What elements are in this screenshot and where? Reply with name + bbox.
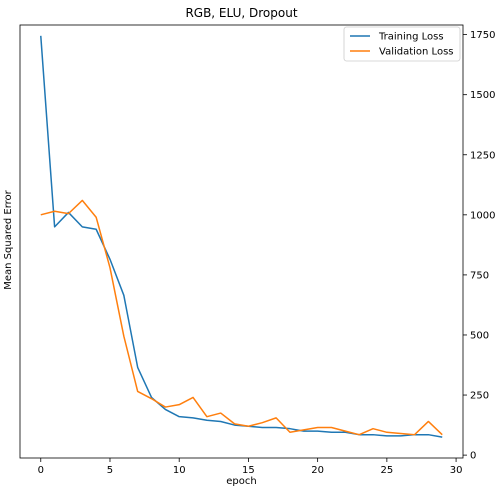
legend-label: Training Loss xyxy=(378,32,444,43)
legend-label: Validation Loss xyxy=(379,47,454,58)
x-tick-label: 20 xyxy=(311,465,324,476)
y-tick-label: 1250 xyxy=(470,150,495,161)
y-tick-label: 1000 xyxy=(470,210,495,221)
plot-area xyxy=(19,24,464,459)
plot-frame xyxy=(19,24,464,459)
y-axis: 0 250 500 750 1000 1250 1500 1750 xyxy=(463,30,495,462)
x-axis: 0 5 10 15 20 25 30 xyxy=(38,458,463,476)
series-line-validation-loss xyxy=(40,199,443,436)
y-tick-label: 250 xyxy=(470,391,489,402)
legend: Training Loss Validation Loss xyxy=(343,26,461,62)
series-layer xyxy=(40,35,443,438)
x-tick-label: 5 xyxy=(107,465,113,476)
chart-title: RGB, ELU, Dropout xyxy=(185,6,297,20)
y-tick-label: 1750 xyxy=(470,30,495,41)
y-tick-label: 750 xyxy=(470,270,489,281)
x-tick-label: 15 xyxy=(242,465,255,476)
x-tick-label: 10 xyxy=(173,465,186,476)
y-tick-label: 0 xyxy=(470,451,476,462)
y-tick-label: 1500 xyxy=(470,90,495,101)
x-tick-label: 0 xyxy=(38,465,44,476)
x-tick-label: 30 xyxy=(450,465,463,476)
y-axis-label: Mean Squared Error xyxy=(3,189,14,289)
legend-box xyxy=(343,26,461,62)
x-tick-label: 25 xyxy=(380,465,393,476)
y-tick-label: 500 xyxy=(470,330,489,341)
x-axis-label: epoch xyxy=(226,476,256,487)
